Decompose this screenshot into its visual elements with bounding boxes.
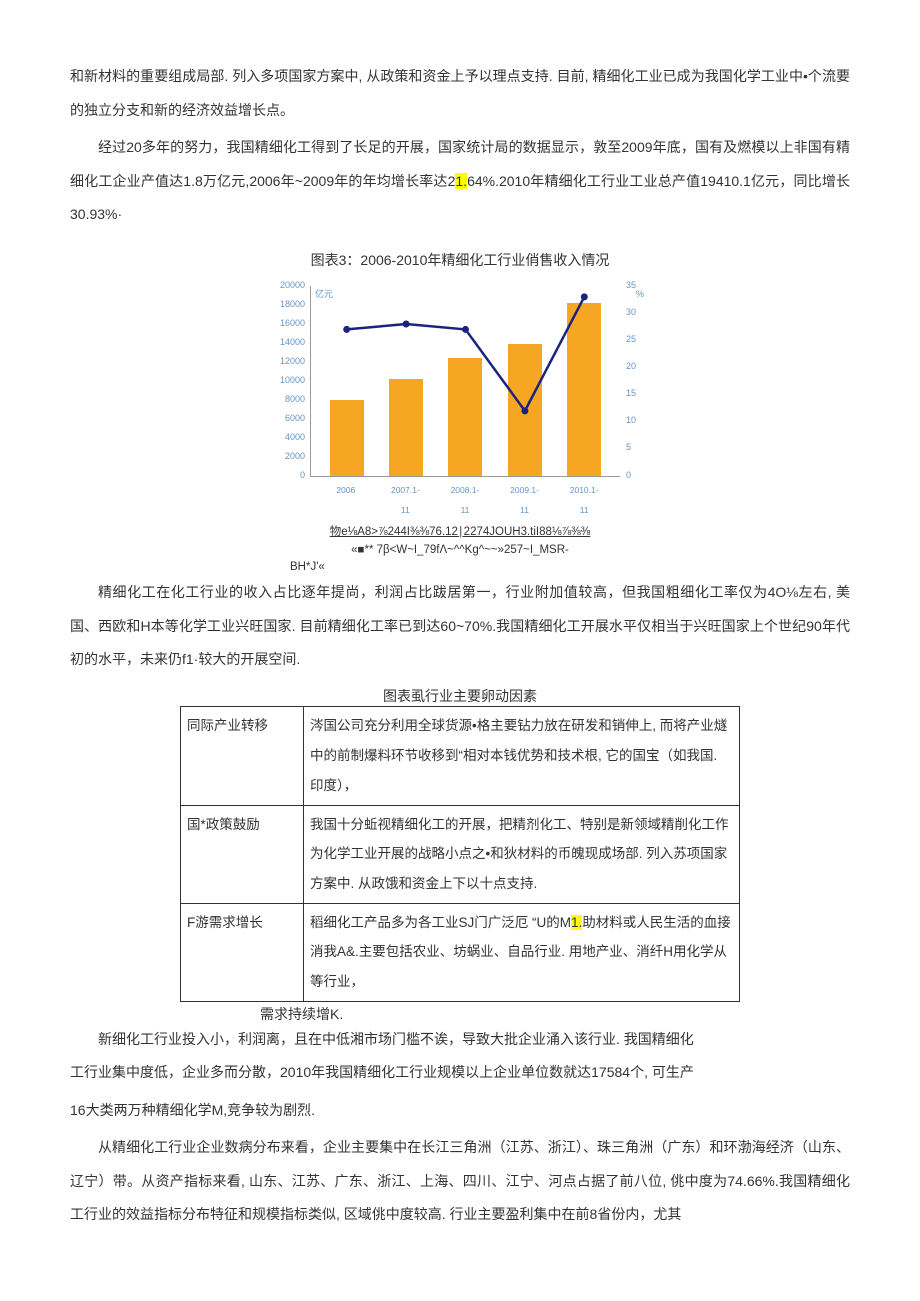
- chart-title: 图表3：2006-2010年精细化工行业俏售收入情况: [70, 244, 850, 278]
- y-right-tick: 20: [626, 356, 636, 378]
- y-right-tick: 25: [626, 329, 636, 351]
- factor-label: 国*政策鼓励: [181, 805, 304, 903]
- chart-footer-1: 物e⅛A8>⅞244I⅜⅜76.12∣2274JOUH3.tiI88⅛⅞⅜⅜: [270, 524, 650, 541]
- factor-body: 稻细化工产品多为各工业SJ门广泛厄 “U的M1.助材料或人民生活的血接消我A&.…: [304, 903, 740, 1001]
- x-tick: 2009.1-11: [508, 480, 542, 521]
- x-tick: 2010.1-11: [567, 480, 601, 521]
- factors-table: 同际产业转移涔国公司充分利用全球货源•格主要钻力放在研发和销伸上, 而将产业燧中…: [180, 706, 740, 1001]
- x-tick: 2006: [329, 480, 363, 521]
- factor-body: 涔国公司充分利用全球货源•格主要钻力放在研发和销伸上, 而将产业燧中的前制爆料环…: [304, 707, 740, 805]
- p2-highlight: 1.: [455, 173, 467, 189]
- table-row: F游需求增长稻细化工产品多为各工业SJ门广泛厄 “U的M1.助材料或人民生活的血…: [181, 903, 740, 1001]
- table-title: 图表虱行业主要卵动因素: [70, 687, 850, 707]
- table-row: 国*政策鼓励我国十分蚯视精细化工的开展，把精剂化工、特别是新领域精削化工作为化学…: [181, 805, 740, 903]
- x-tick: 2007.1-11: [388, 480, 422, 521]
- y-right-tick: 15: [626, 383, 636, 405]
- chart-plot-area: 亿元 % 20000180001600014000120001000080006…: [310, 286, 620, 477]
- bar: [508, 344, 542, 475]
- y-right-tick: 10: [626, 410, 636, 432]
- x-tick: 2008.1-11: [448, 480, 482, 521]
- y-right-tick: 35: [626, 275, 636, 297]
- paragraph-3: 精细化工在化工行业的收入占比逐年提尚，利润占比跋居第一，行业附加值较高，但我国粗…: [70, 576, 850, 677]
- bars-group: [311, 286, 620, 476]
- paragraph-6: 16大类两万种精细化学M,竞争较为剧烈.: [70, 1094, 850, 1128]
- y-axis-right: 35302520151050: [624, 286, 648, 476]
- bar: [330, 400, 364, 476]
- y-right-tick: 5: [626, 438, 631, 460]
- y-right-tick: 0: [626, 465, 631, 487]
- y-right-tick: 30: [626, 302, 636, 324]
- y-left-tick: 0: [300, 465, 305, 487]
- paragraph-4: 新细化工行业投入小，利润离，且在中低湘市场门槛不诶，导致大批企业涌入该行业. 我…: [70, 1027, 850, 1052]
- factor-body: 我国十分蚯视精细化工的开展，把精剂化工、特别是新领域精削化工作为化学工业开展的战…: [304, 805, 740, 903]
- paragraph-5: 工行业集中度低，企业多而分散，2010年我国精细化工行业规模以上企业单位数就达1…: [70, 1056, 850, 1090]
- factor-label: F游需求增长: [181, 903, 304, 1001]
- paragraph-1: 和新材料的重要组成局部. 列入多项国家方案中, 从政策和资金上予以理点支持. 目…: [70, 60, 850, 127]
- bar: [389, 379, 423, 476]
- paragraph-7: 从精细化工行业企业数病分布来看，企业主要集中在长江三角洲（江苏、浙江）、珠三角洲…: [70, 1131, 850, 1232]
- chart-footer-2: «■** 7β<W~I_79fΛ~^^Kg^~~»257~I_MSR-: [270, 542, 650, 559]
- bar: [448, 358, 482, 476]
- table-row: 同际产业转移涔国公司充分利用全球货源•格主要钻力放在研发和销伸上, 而将产业燧中…: [181, 707, 740, 805]
- paragraph-2: 经过20多年的努力，我国精细化工得到了长足的开展，国家统计局的数据显示，敦至20…: [70, 131, 850, 232]
- bar: [567, 303, 601, 476]
- y-axis-left: 2000018000160001400012000100008000600040…: [271, 286, 307, 476]
- chart-container: 亿元 % 20000180001600014000120001000080006…: [270, 286, 650, 559]
- x-axis: 2006 2007.1-11 2008.1-11 2009.1-11 2010.1-11: [310, 480, 620, 521]
- table-trailing-text: 需求持续增K.: [260, 1002, 850, 1027]
- factor-label: 同际产业转移: [181, 707, 304, 805]
- chart-footer-3: BH*J'«: [290, 559, 850, 576]
